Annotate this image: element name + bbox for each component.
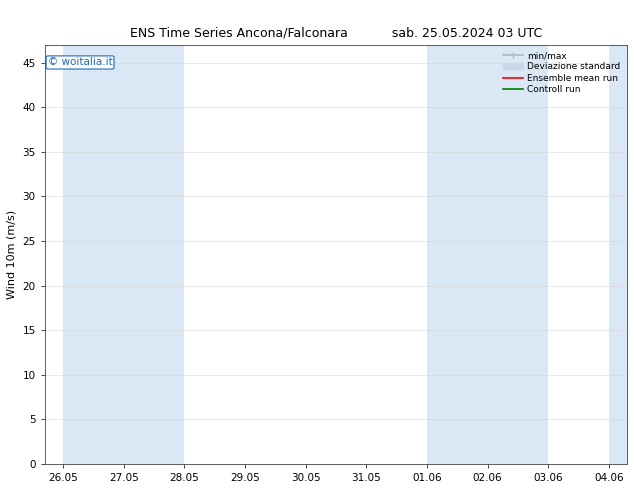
Bar xyxy=(124,45,184,464)
Bar xyxy=(609,45,634,464)
Title: ENS Time Series Ancona/Falconara           sab. 25.05.2024 03 UTC: ENS Time Series Ancona/Falconara sab. 25… xyxy=(130,26,542,40)
Text: © woitalia.it: © woitalia.it xyxy=(48,57,112,68)
Bar xyxy=(488,45,548,464)
Legend: min/max, Deviazione standard, Ensemble mean run, Controll run: min/max, Deviazione standard, Ensemble m… xyxy=(501,49,623,96)
Bar xyxy=(427,45,488,464)
Y-axis label: Wind 10m (m/s): Wind 10m (m/s) xyxy=(7,210,17,299)
Bar xyxy=(63,45,124,464)
